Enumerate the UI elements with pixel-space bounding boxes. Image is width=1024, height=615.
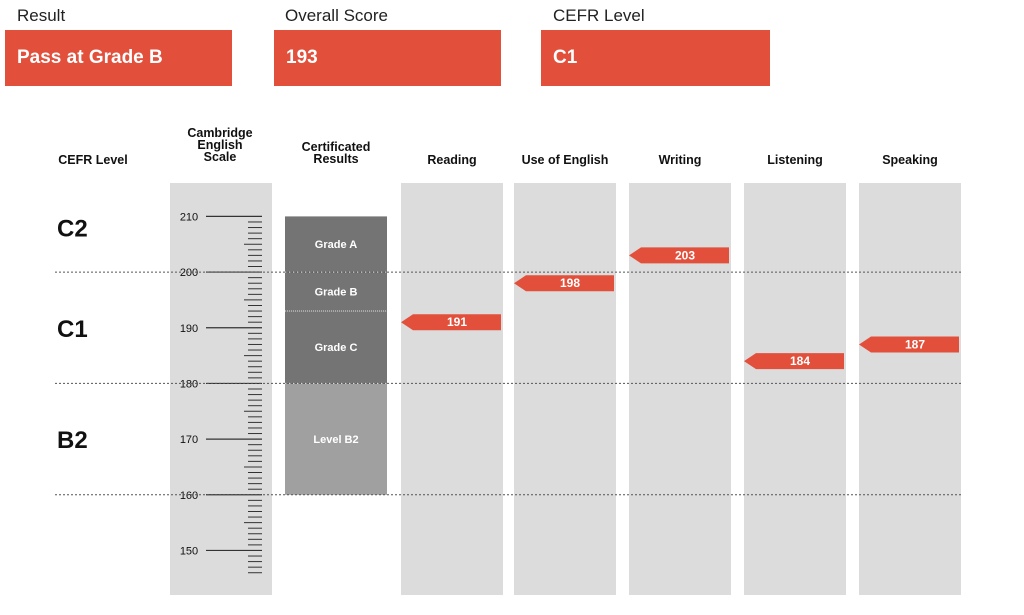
band-grade-a [285,216,387,273]
score-marker-use-of-english [514,275,614,292]
band-label-level-b2: Level B2 [313,434,358,446]
column-speaking [859,183,961,595]
score-label-writing: 203 [675,248,695,262]
column-writing [629,183,731,595]
header-writing: Writing [659,153,702,167]
band-label-grade-c: Grade C [315,342,358,354]
summary-cefr-box: C1 [541,30,770,86]
score-label-reading: 191 [447,315,467,329]
header-certificated-line: Results [313,152,358,166]
score-label-use-of-english: 198 [560,276,580,290]
cefr-level-c2: C2 [57,216,88,243]
summary-result-box: Pass at Grade B [5,30,232,86]
cefr-level-b2: B2 [57,427,88,454]
header-reading: Reading [427,153,476,167]
summary-score-label: Overall Score [285,6,388,25]
band-grade-b [285,272,387,312]
band-label-grade-a: Grade A [315,239,357,251]
column-use-of-english [514,183,616,595]
header-use-of-english: Use of English [522,153,609,167]
scale-tick-label: 210 [180,211,198,223]
header-speaking: Speaking [882,153,938,167]
scale-tick-label: 170 [180,434,198,446]
scale-tick-label: 150 [180,545,198,557]
header-scale-line: Cambridge [187,126,252,140]
header-certificated-line: Certificated [302,140,371,154]
summary-result-label: Result [17,6,66,25]
summary-cefr-label: CEFR Level [553,6,645,25]
band-label-grade-b: Grade B [315,287,358,299]
scale-tick-label: 180 [180,378,198,390]
scale-tick-label: 200 [180,267,198,279]
score-marker-listening [744,353,844,370]
score-label-speaking: 187 [905,337,925,351]
header-listening: Listening [767,153,823,167]
column-reading [401,183,503,595]
cefr-level-c1: C1 [57,316,88,343]
scale-tick-label: 160 [180,490,198,502]
band-grade-c [285,311,387,384]
header-scale-line: Scale [204,150,237,164]
band-level-b2 [285,383,387,495]
scale-tick-label: 190 [180,323,198,335]
score-marker-writing [629,247,729,264]
header-scale-line: English [197,138,242,152]
summary-score-box: 193 [274,30,501,86]
score-marker-speaking [859,336,959,353]
score-label-listening: 184 [790,354,810,368]
score-marker-reading [401,314,501,331]
header-cefr-level: CEFR Level [58,153,127,167]
column-listening [744,183,846,595]
